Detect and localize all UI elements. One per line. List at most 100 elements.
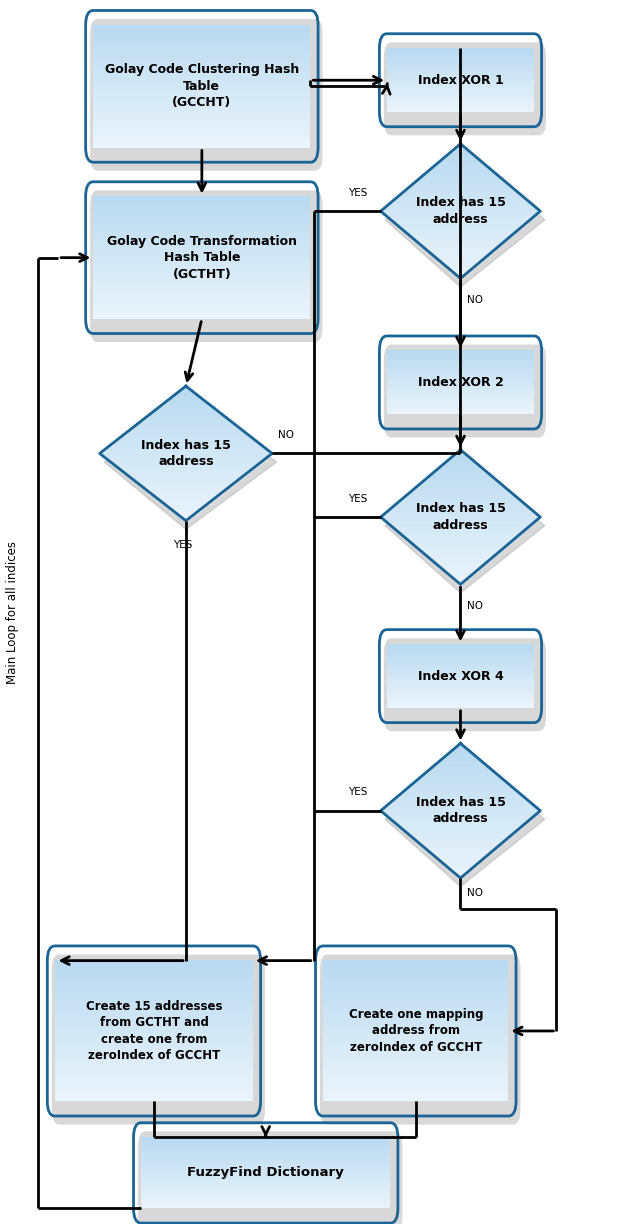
Polygon shape bbox=[385, 152, 545, 287]
Bar bbox=[55, 989, 253, 992]
Polygon shape bbox=[431, 767, 490, 771]
Polygon shape bbox=[411, 540, 510, 544]
Bar bbox=[141, 1199, 390, 1202]
Bar bbox=[55, 1047, 253, 1052]
Polygon shape bbox=[415, 181, 506, 184]
Bar bbox=[387, 403, 534, 404]
Bar bbox=[323, 1017, 508, 1020]
Bar bbox=[387, 352, 534, 354]
Polygon shape bbox=[406, 831, 515, 834]
Polygon shape bbox=[415, 486, 506, 490]
Polygon shape bbox=[124, 470, 248, 474]
Polygon shape bbox=[411, 490, 510, 494]
Polygon shape bbox=[171, 507, 201, 511]
Polygon shape bbox=[390, 817, 531, 821]
Bar bbox=[387, 53, 534, 55]
Bar bbox=[387, 89, 534, 92]
Polygon shape bbox=[395, 797, 526, 801]
Bar bbox=[387, 108, 534, 110]
Polygon shape bbox=[403, 790, 518, 794]
Bar bbox=[93, 137, 310, 141]
Bar bbox=[387, 105, 534, 108]
Bar bbox=[141, 1174, 390, 1176]
Polygon shape bbox=[415, 838, 506, 842]
Bar bbox=[387, 75, 534, 77]
Bar bbox=[55, 967, 253, 971]
Polygon shape bbox=[447, 865, 474, 869]
Bar bbox=[387, 86, 534, 88]
Polygon shape bbox=[411, 235, 510, 238]
Polygon shape bbox=[128, 430, 244, 434]
Bar bbox=[387, 49, 534, 51]
Polygon shape bbox=[435, 855, 486, 858]
Polygon shape bbox=[136, 423, 236, 426]
Bar bbox=[141, 1177, 390, 1180]
Polygon shape bbox=[458, 450, 463, 453]
Bar bbox=[141, 1172, 390, 1175]
Bar bbox=[387, 97, 534, 99]
Text: FuzzyFind Dictionary: FuzzyFind Dictionary bbox=[188, 1166, 344, 1180]
FancyBboxPatch shape bbox=[90, 20, 323, 170]
Polygon shape bbox=[403, 191, 518, 195]
Bar bbox=[323, 1006, 508, 1009]
Bar bbox=[93, 282, 310, 285]
Bar bbox=[93, 251, 310, 255]
Bar bbox=[387, 690, 534, 692]
Polygon shape bbox=[431, 851, 490, 855]
Bar bbox=[323, 998, 508, 1003]
Bar bbox=[387, 358, 534, 360]
Bar bbox=[387, 662, 534, 664]
Polygon shape bbox=[438, 467, 483, 470]
Polygon shape bbox=[149, 413, 223, 417]
Bar bbox=[93, 202, 310, 206]
Bar bbox=[93, 214, 310, 218]
Polygon shape bbox=[427, 477, 495, 480]
Bar bbox=[93, 37, 310, 40]
Polygon shape bbox=[399, 195, 522, 197]
Polygon shape bbox=[458, 581, 463, 584]
Polygon shape bbox=[166, 399, 205, 403]
Bar bbox=[93, 98, 310, 102]
Polygon shape bbox=[451, 869, 470, 871]
Bar bbox=[387, 92, 534, 94]
Polygon shape bbox=[447, 753, 474, 757]
Bar bbox=[55, 1034, 253, 1038]
Bar bbox=[323, 1013, 508, 1017]
Bar bbox=[93, 303, 310, 306]
Bar bbox=[387, 85, 534, 87]
Bar bbox=[387, 96, 534, 98]
Bar bbox=[387, 677, 534, 680]
Bar bbox=[323, 1087, 508, 1090]
Bar bbox=[387, 687, 534, 688]
Polygon shape bbox=[411, 184, 510, 187]
Bar bbox=[93, 94, 310, 98]
Bar bbox=[387, 674, 534, 676]
Bar bbox=[323, 1083, 508, 1088]
Bar bbox=[387, 685, 534, 687]
Bar bbox=[387, 653, 534, 655]
Bar bbox=[93, 86, 310, 89]
Polygon shape bbox=[406, 494, 515, 497]
Bar bbox=[323, 1079, 508, 1084]
Polygon shape bbox=[383, 807, 538, 811]
Bar bbox=[55, 1094, 253, 1098]
Bar bbox=[93, 110, 310, 114]
Polygon shape bbox=[438, 160, 483, 164]
Polygon shape bbox=[175, 511, 196, 514]
Bar bbox=[93, 116, 310, 120]
Bar bbox=[387, 67, 534, 69]
Bar bbox=[141, 1196, 390, 1198]
Bar bbox=[323, 1076, 508, 1080]
Polygon shape bbox=[454, 453, 467, 457]
Polygon shape bbox=[387, 815, 534, 817]
Polygon shape bbox=[387, 214, 534, 218]
Bar bbox=[55, 1079, 253, 1084]
Bar bbox=[141, 1181, 390, 1183]
Polygon shape bbox=[422, 480, 499, 484]
Bar bbox=[387, 396, 534, 398]
Polygon shape bbox=[154, 409, 218, 413]
Bar bbox=[141, 1171, 390, 1172]
Bar bbox=[55, 998, 253, 1003]
Bar bbox=[323, 1073, 508, 1077]
Polygon shape bbox=[438, 258, 483, 262]
